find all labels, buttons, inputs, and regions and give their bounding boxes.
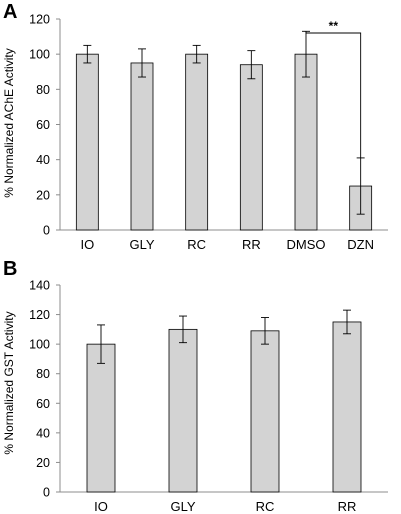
panel-a-bar-rc — [185, 53, 209, 231]
panel-b-bar-io — [86, 343, 116, 493]
panel-a-significance-label: ** — [329, 19, 339, 33]
panel-a-bar-gly — [130, 62, 154, 231]
panel-a-y-tick-label: 60 — [36, 118, 50, 132]
panel-a-y-tick-label: 100 — [29, 48, 50, 62]
panel-a-bar-io — [75, 53, 99, 231]
panel-b-y-tick-label: 140 — [29, 279, 50, 293]
panel-b-y-tick-label: 20 — [36, 456, 50, 470]
panel-b-y-tick-label: 40 — [36, 426, 50, 440]
panel-b-letter: B — [3, 258, 17, 280]
panel-a-category-label: IO — [80, 237, 94, 252]
panel-b-bar-gly — [168, 328, 198, 493]
panel-a-y-tick-label: 80 — [36, 83, 50, 97]
panel-a-ylabel: % Normalized AChE Activity — [2, 48, 16, 197]
panel-b-y-tick-label: 120 — [29, 308, 50, 322]
panel-b-category-label: RR — [338, 499, 357, 514]
panel-a-y-tick-label: 120 — [29, 13, 50, 27]
panel-a-category-label: RR — [242, 237, 261, 252]
panel-a-category-label: DZN — [347, 237, 374, 252]
panel-a-chart: 0 20 40 60 80 100 120 IO GLY RC RR DMSO DZN ** — [29, 13, 388, 252]
panel-b-y-tick-label: 0 — [43, 486, 50, 500]
panel-a-bar-rr — [239, 64, 263, 231]
panel-b-bar-rr — [332, 321, 362, 493]
panel-a-y-tick-label: 40 — [36, 153, 50, 167]
panel-a-category-label: GLY — [129, 237, 154, 252]
panel-a-letter: A — [3, 1, 17, 23]
panel-b-category-label: GLY — [170, 499, 195, 514]
panel-b-chart: 0 20 40 60 80 100 120 140 IO GLY RC RR — [29, 279, 388, 514]
panel-b-y-tick-label: 60 — [36, 397, 50, 411]
panel-b-y-tick-label: 80 — [36, 367, 50, 381]
panel-a-y-tick-label: 0 — [43, 224, 50, 238]
panel-a-category-label: RC — [187, 237, 206, 252]
panel-a-bar-dmso — [294, 53, 318, 231]
panel-b-category-label: RC — [256, 499, 275, 514]
panel-b-ylabel: % Normalized GST Activity — [2, 311, 16, 454]
panel-b-bar-rc — [250, 330, 280, 493]
panel-a-y-tick-label: 20 — [36, 188, 50, 202]
panel-b-y-tick-label: 100 — [29, 338, 50, 352]
panel-a-significance-bracket — [305, 31, 362, 158]
panel-a-category-label: DMSO — [287, 237, 326, 252]
panel-b-category-label: IO — [94, 499, 108, 514]
